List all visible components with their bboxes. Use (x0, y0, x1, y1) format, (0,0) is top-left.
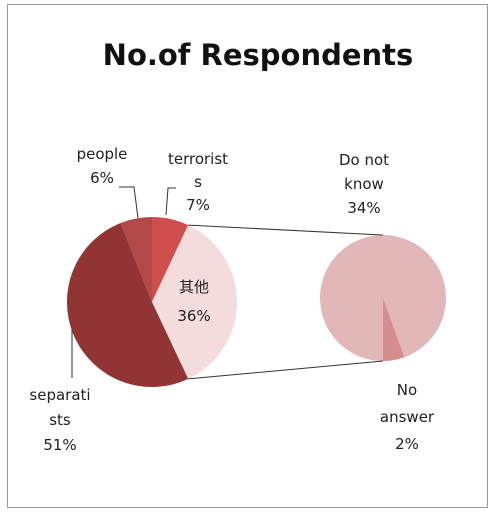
data-label-other: 其他 36% (177, 278, 210, 325)
data-label-do-not-know: Do not know 34% (339, 151, 389, 217)
main-slice-terrorists (152, 217, 189, 302)
data-label-no-answer: No answer 2% (380, 381, 435, 453)
main-slice-other (152, 225, 237, 379)
chart-marks: terrorist s 7% 其他 36% separati sts 51% people 6% D… (29, 145, 447, 454)
data-label-terrorists: terrorist s 7% (168, 150, 228, 214)
leader-line-people (119, 186, 139, 219)
connector-line-bottom (188, 360, 384, 380)
connector-line-top (188, 224, 384, 236)
data-label-people: people 6% (77, 145, 128, 187)
chart-title: No.of Respondents (103, 38, 414, 72)
main-slice-people (120, 217, 152, 302)
leader-line-terrorists (165, 187, 176, 216)
main-slice-separatists (66, 222, 189, 388)
secondary-slice-do-not-know (320, 235, 447, 361)
secondary-slice-no-answer (383, 298, 405, 361)
data-label-separatists: separati sts 51% (29, 386, 90, 454)
